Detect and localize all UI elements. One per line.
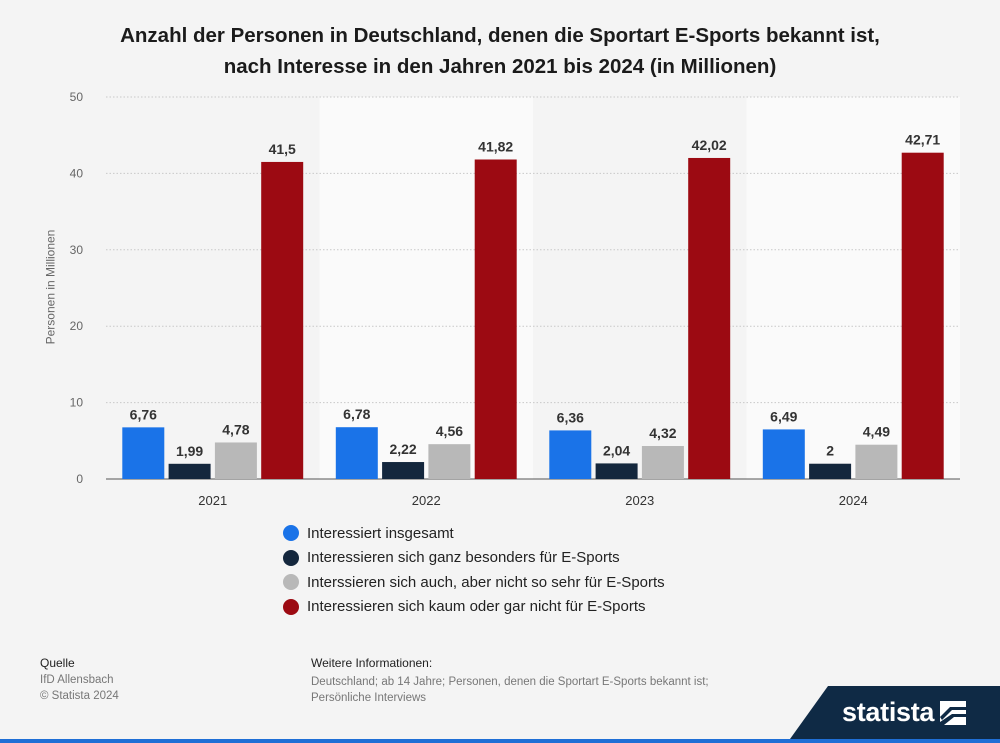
legend-dot [283, 549, 299, 566]
bar-data-label: 6,36 [557, 409, 584, 425]
bar-data-label: 6,49 [770, 408, 797, 424]
source-line: IfD Allensbach [40, 674, 114, 686]
bar-chart: 0 10 20 30 40 50 6,76 1,99 4,78 41,5 2021 6,78 2,22 4… [70, 90, 960, 508]
y-tick-label: 20 [70, 319, 84, 333]
y-tick-label: 0 [76, 472, 83, 486]
info-text: Deutschland; ab 14 Jahre; Personen, dene… [311, 676, 709, 704]
bar [641, 445, 684, 479]
bar [809, 463, 852, 479]
bar [901, 152, 944, 479]
chart-title: Anzahl der Personen in Deutschland, dene… [0, 20, 1000, 82]
bar-data-label: 6,78 [343, 406, 370, 422]
bar [855, 444, 898, 479]
y-tick-label: 50 [70, 90, 84, 104]
x-tick-label: 2021 [198, 493, 227, 508]
bar [474, 159, 517, 480]
bar [688, 157, 731, 479]
legend: Interessiert insgesamt Interessieren sic… [283, 521, 665, 619]
bar-data-label: 2,04 [603, 442, 630, 458]
bar-data-label: 41,82 [478, 138, 513, 154]
legend-item[interactable]: Interessieren sich ganz besonders für E-… [283, 546, 665, 571]
bar-data-label: 41,5 [269, 141, 296, 157]
bar-data-label: 4,56 [436, 423, 463, 439]
legend-label: Interessieren sich ganz besonders für E-… [307, 549, 620, 567]
info-label: Weitere Informationen: [311, 656, 433, 670]
bar-data-label: 2,22 [389, 441, 416, 457]
legend-dot [283, 574, 299, 591]
bar [382, 462, 425, 479]
legend-label: Interessieren sich kaum oder gar nicht f… [307, 598, 646, 616]
bar-data-label: 1,99 [176, 443, 203, 459]
bar-data-label: 42,71 [905, 132, 940, 148]
bar-data-label: 2 [826, 443, 834, 459]
bar [335, 427, 378, 479]
legend-item[interactable]: Interessiert insgesamt [283, 521, 665, 546]
y-tick-label: 30 [70, 243, 84, 257]
bar [549, 430, 592, 479]
legend-dot [283, 525, 299, 542]
chart-title-line-1: Anzahl der Personen in Deutschland, dene… [120, 24, 880, 47]
x-tick-label: 2023 [625, 493, 654, 508]
legend-label: Interessiert insgesamt [307, 524, 454, 542]
statista-logo-icon [940, 700, 967, 725]
brand-band-accent [0, 739, 1000, 743]
bar-data-label: 6,76 [130, 406, 157, 422]
source-label: Quelle [40, 656, 75, 670]
bar [595, 463, 638, 479]
source-line: © Statista 2024 [40, 690, 119, 702]
x-tick-label: 2022 [412, 493, 441, 508]
bar-data-label: 42,02 [692, 137, 727, 153]
brand-name: statista [842, 697, 935, 727]
y-tick-label: 10 [70, 396, 84, 410]
legend-item[interactable]: Interessieren sich kaum oder gar nicht f… [283, 595, 665, 620]
brand-band-shape [790, 686, 1000, 739]
chart-title-line-2: nach Interesse in den Jahren 2021 bis 20… [223, 55, 777, 78]
x-tick-label: 2024 [839, 493, 868, 508]
bar [261, 161, 304, 479]
bar-data-label: 4,78 [222, 421, 249, 437]
bar [168, 463, 211, 479]
legend-dot [283, 598, 299, 615]
y-tick-label: 40 [70, 166, 84, 180]
bar [428, 444, 471, 479]
legend-label: Interssieren sich auch, aber nicht so se… [307, 573, 665, 591]
statista-logo[interactable]: statista [842, 697, 967, 728]
bar [214, 442, 257, 479]
legend-item[interactable]: Interssieren sich auch, aber nicht so se… [283, 570, 665, 595]
bar-data-label: 4,49 [863, 424, 890, 440]
bar [122, 427, 165, 479]
bar [762, 429, 805, 479]
bar-data-label: 4,32 [649, 425, 676, 441]
